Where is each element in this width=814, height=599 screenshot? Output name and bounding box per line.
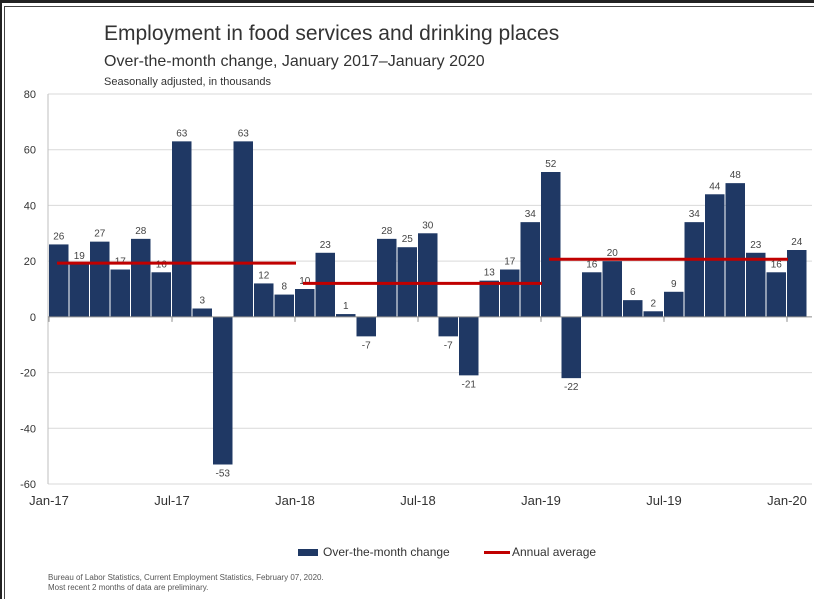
bar — [152, 272, 172, 317]
data-label: 25 — [402, 234, 414, 245]
bar — [664, 292, 684, 317]
bar — [70, 264, 90, 317]
bar — [562, 317, 582, 378]
x-tick-label: Jul-17 — [154, 493, 189, 508]
x-tick-label: Jan-18 — [275, 493, 315, 508]
legend-label-bars: Over-the-month change — [323, 545, 450, 559]
bar — [582, 272, 602, 317]
y-tick-label: 0 — [30, 312, 36, 324]
data-label: 16 — [771, 259, 783, 270]
data-label: 34 — [525, 209, 537, 220]
x-tick-label: Jul-18 — [400, 493, 435, 508]
bar — [644, 311, 664, 317]
bar — [459, 317, 479, 376]
legend-swatch-line — [484, 551, 510, 554]
data-label: 27 — [94, 229, 106, 240]
bar — [603, 261, 623, 317]
source-line-2: Most recent 2 months of data are prelimi… — [48, 583, 324, 593]
data-label: 16 — [156, 259, 168, 270]
data-label: 28 — [135, 226, 147, 237]
data-label: 8 — [281, 282, 287, 293]
bar — [685, 222, 705, 317]
data-label: 19 — [74, 251, 86, 262]
bar — [787, 250, 807, 317]
y-tick-label: -60 — [20, 479, 36, 491]
bar — [213, 317, 233, 465]
bar — [49, 244, 69, 316]
data-label: -22 — [564, 382, 579, 393]
legend-label-line: Annual average — [512, 545, 596, 559]
bar — [705, 194, 725, 317]
data-label: 13 — [484, 268, 496, 279]
bar — [172, 141, 192, 317]
bar — [439, 317, 459, 337]
data-label: 63 — [238, 128, 250, 139]
y-tick-label: 60 — [24, 145, 36, 157]
bar — [295, 289, 315, 317]
data-label: 10 — [299, 276, 311, 287]
data-label: 2 — [650, 298, 656, 309]
data-label: 23 — [320, 240, 332, 251]
data-label: 30 — [422, 220, 434, 231]
data-label: 9 — [671, 279, 677, 290]
data-label: -21 — [462, 379, 477, 390]
y-tick-label: -40 — [20, 423, 36, 435]
x-tick-label: Jan-17 — [29, 493, 69, 508]
data-label: 20 — [607, 248, 619, 259]
bar — [131, 239, 151, 317]
data-label: -53 — [216, 469, 231, 480]
y-tick-label: 80 — [24, 89, 36, 101]
bar — [623, 300, 643, 317]
data-label: 23 — [750, 240, 762, 251]
bar — [234, 141, 254, 317]
data-label: 3 — [199, 296, 205, 307]
x-tick-label: Jan-20 — [767, 493, 807, 508]
x-tick-label: Jan-19 — [521, 493, 561, 508]
x-tick-label: Jul-19 — [646, 493, 681, 508]
data-label: -7 — [362, 340, 371, 351]
data-label: 63 — [176, 128, 188, 139]
source-note: Bureau of Labor Statistics, Current Empl… — [48, 573, 324, 593]
data-label: 17 — [504, 257, 516, 268]
y-tick-label: -20 — [20, 368, 36, 380]
bar — [90, 242, 110, 317]
bar — [480, 281, 500, 317]
legend-item-bars: Over-the-month change — [298, 545, 450, 559]
data-label: 52 — [545, 159, 557, 170]
data-label: 44 — [709, 181, 721, 192]
data-label: 16 — [586, 259, 598, 270]
bar — [254, 283, 274, 316]
bar — [746, 253, 766, 317]
legend: Over-the-month change Annual average — [0, 545, 814, 563]
data-label: 6 — [630, 287, 636, 298]
data-label: 28 — [381, 226, 393, 237]
bar — [111, 270, 131, 317]
data-label: 26 — [53, 231, 65, 242]
bar — [767, 272, 787, 317]
bar — [357, 317, 377, 337]
bar — [377, 239, 397, 317]
data-label: -7 — [444, 340, 453, 351]
bar — [521, 222, 541, 317]
y-tick-label: 20 — [24, 256, 36, 268]
data-label: 12 — [258, 270, 270, 281]
bar — [193, 309, 213, 317]
data-label: 34 — [689, 209, 701, 220]
bar — [500, 270, 520, 317]
legend-swatch-bar — [298, 549, 318, 556]
data-label: 24 — [791, 237, 803, 248]
y-tick-label: 40 — [24, 200, 36, 212]
data-label: 48 — [730, 170, 742, 181]
bar — [726, 183, 746, 317]
bar — [541, 172, 561, 317]
bar — [418, 233, 438, 317]
bar — [275, 295, 295, 317]
data-label: 1 — [343, 301, 349, 312]
legend-item-line: Annual average — [484, 545, 596, 559]
source-line-1: Bureau of Labor Statistics, Current Empl… — [48, 573, 324, 583]
